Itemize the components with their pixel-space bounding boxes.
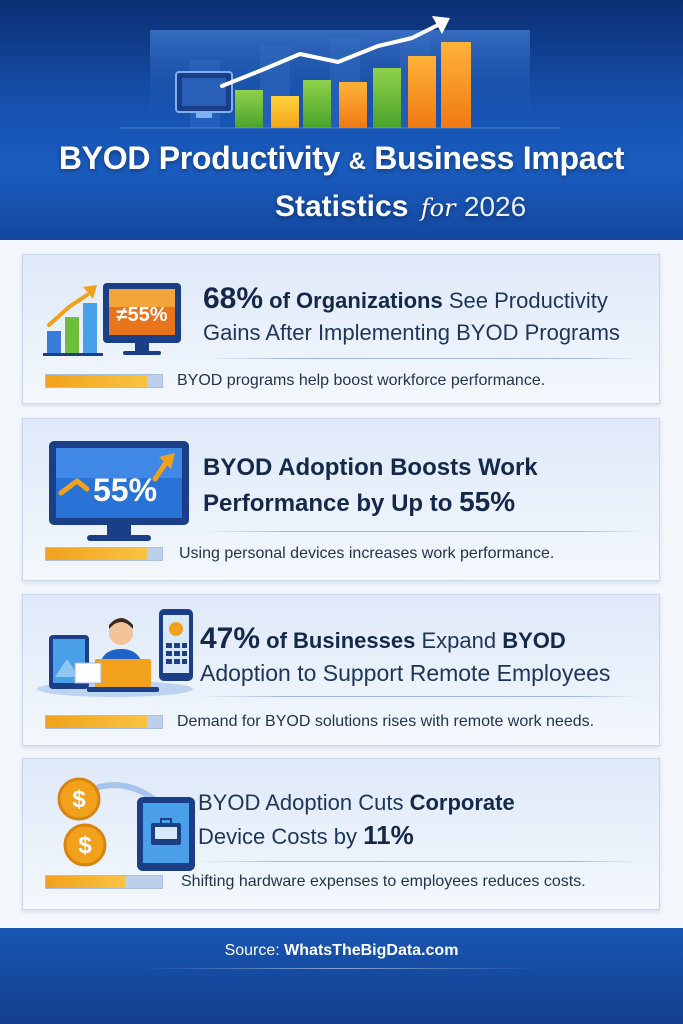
remote-worker-devices-icon xyxy=(37,609,193,697)
card2-progress-fill xyxy=(46,548,147,560)
card3-headline-bold2: BYOD xyxy=(502,628,566,653)
title-part2: Business Impact xyxy=(374,140,625,176)
source-label: Source: xyxy=(224,942,280,959)
card1-progress-fill xyxy=(46,375,147,387)
card3-progress-bar xyxy=(45,715,163,729)
card4-headline-line1: BYOD Adoption Cuts xyxy=(198,790,404,815)
card4-progress-bar xyxy=(45,875,163,889)
card3-headline-line2: Adoption to Support Remote Employees xyxy=(200,660,611,686)
card1-headline-rest: See Productivity xyxy=(448,288,608,313)
card2-headline: BYOD Adoption Boosts Work Performance by… xyxy=(203,451,653,521)
footer-divider xyxy=(140,968,540,969)
card1-headline-line2: Gains After Implementing BYOD Programs xyxy=(203,320,620,345)
title-for: for xyxy=(420,194,456,222)
card4-subtext: Shifting hardware expenses to employees … xyxy=(181,873,586,890)
card4-headline: BYOD Adoption Cuts Corporate Device Cost… xyxy=(198,787,658,853)
card4-headline-line2: Device Costs by xyxy=(198,824,357,849)
card4-progress-fill xyxy=(46,876,125,888)
stat-card-remote-employees: 47% of Businesses Expand BYOD Adoption t… xyxy=(22,594,660,746)
card2-divider xyxy=(203,531,643,532)
card3-headline-bold: of Businesses xyxy=(266,628,416,653)
title-part1: BYOD Productivity xyxy=(58,140,341,176)
stat-card-device-costs: $ $ BYOD Adoption Cuts Corporate Device … xyxy=(22,758,660,910)
card1-stat: 68% xyxy=(203,282,264,315)
source-link[interactable]: WhatsTheBigData.com xyxy=(284,942,459,959)
card4-divider xyxy=(198,861,638,862)
source-credit: Source: WhatsTheBigData.com xyxy=(0,942,683,960)
card2-headline-line2: Performance by Up to xyxy=(203,490,453,517)
title-statistics: Statistics xyxy=(275,190,409,223)
svg-text:$: $ xyxy=(78,832,92,859)
card4-headline-bold: Corporate xyxy=(409,790,515,815)
card2-headline-line1: BYOD Adoption Boosts Work xyxy=(203,454,538,481)
card3-stat: 47% xyxy=(200,622,261,655)
card2-progress-bar xyxy=(45,547,163,561)
card1-divider xyxy=(203,358,643,359)
svg-text:$: $ xyxy=(72,786,86,813)
icon-badge-text: 55% xyxy=(93,472,157,508)
bar-chart-monitor-icon: ≠55% xyxy=(43,283,181,356)
card3-divider xyxy=(200,696,640,697)
card3-headline-rest: Expand xyxy=(421,628,497,653)
page-title-line1: BYOD Productivity & Business Impact xyxy=(0,140,683,177)
card3-subtext: Demand for BYOD solutions rises with rem… xyxy=(177,713,595,730)
card1-headline-bold: of Organizations xyxy=(269,288,443,313)
card3-progress-fill xyxy=(46,716,147,728)
card4-stat: 11% xyxy=(363,820,414,850)
footer: Source: WhatsTheBigData.com xyxy=(0,928,683,1024)
stat-card-work-performance: 55% BYOD Adoption Boosts Work Performanc… xyxy=(22,418,660,581)
stat-card-productivity-gains: ≠55% 68% of Organizations See Productivi… xyxy=(22,254,660,404)
card2-stat: 55% xyxy=(459,486,516,517)
icon-badge-text: ≠55% xyxy=(116,304,167,326)
hero-chart-illustration xyxy=(120,16,560,130)
title-ampersand: & xyxy=(348,148,366,175)
header-banner: BYOD Productivity & Business Impact Stat… xyxy=(0,0,683,240)
monitor-55-percent-icon: 55% xyxy=(49,441,189,541)
coins-tablet-icon: $ $ xyxy=(57,777,195,871)
card2-subtext: Using personal devices increases work pe… xyxy=(179,545,555,562)
card1-progress-bar xyxy=(45,374,163,388)
page-title-line2: Statistics for 2026 xyxy=(275,190,526,224)
card1-subtext: BYOD programs help boost workforce perfo… xyxy=(177,372,546,389)
title-year: 2026 xyxy=(463,191,527,222)
card3-headline: 47% of Businesses Expand BYOD Adoption t… xyxy=(200,623,660,689)
card1-headline: 68% of Organizations See Productivity Ga… xyxy=(203,283,653,349)
